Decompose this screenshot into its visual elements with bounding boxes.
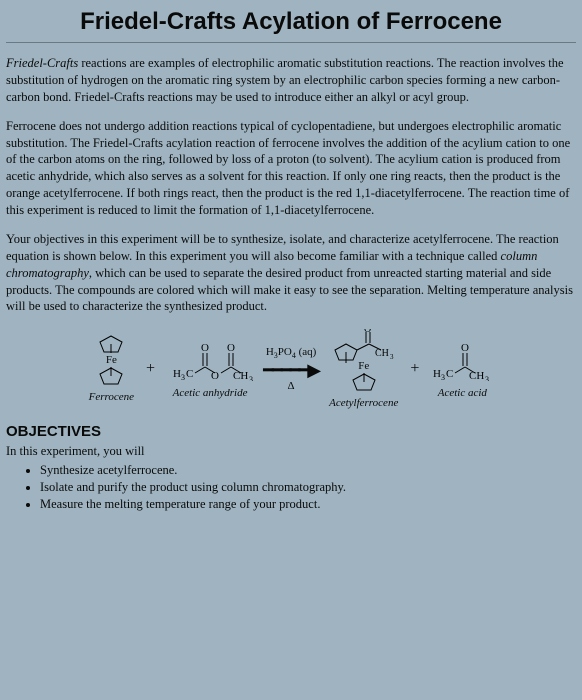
svg-text:3: 3	[441, 373, 445, 381]
svg-text:3: 3	[181, 373, 185, 381]
svg-text:CH: CH	[469, 370, 484, 381]
cp-ring-top	[98, 335, 124, 353]
objectives-intro: In this experiment, you will	[6, 444, 576, 459]
svg-text:O: O	[201, 342, 209, 354]
objective-2: Isolate and purify the product using col…	[40, 480, 576, 495]
plus-1: +	[146, 360, 155, 378]
svg-text:O: O	[227, 342, 235, 354]
svg-text:3: 3	[485, 375, 489, 381]
svg-text:O: O	[211, 370, 219, 381]
paragraph-3-a: Your objectives in this experiment will …	[6, 232, 559, 263]
reaction-scheme: Fe Ferrocene + H 3 C O	[6, 329, 576, 409]
fe-label-2: Fe	[358, 360, 369, 372]
plus-2: +	[410, 360, 419, 378]
objective-3: Measure the melting temperature range of…	[40, 497, 576, 512]
arrow-delta: Δ	[288, 380, 295, 392]
svg-text:CH: CH	[375, 348, 389, 359]
acetic-acid-structure: H 3 C O CH 3 Acetic acid	[431, 339, 493, 399]
svg-text:3: 3	[390, 353, 394, 361]
paragraph-1-body: reactions are examples of electrophilic …	[6, 56, 564, 104]
objective-1: Synthesize acetylferrocene.	[40, 463, 576, 478]
anhydride-label: Acetic anhydride	[173, 387, 248, 399]
acetic-anhydride-structure: H 3 C O O O CH 3 Ace	[167, 339, 253, 399]
fe-label: Fe	[106, 354, 117, 366]
ferrocene-structure: Fe Ferrocene	[89, 335, 134, 403]
page-title: Friedel-Crafts Acylation of Ferrocene	[6, 8, 576, 43]
cp-ring-acetyl: O CH 3	[333, 329, 395, 363]
svg-text:H: H	[433, 368, 441, 380]
svg-text:O: O	[364, 329, 371, 335]
svg-text:CH: CH	[233, 370, 248, 381]
paragraph-3: Your objectives in this experiment will …	[6, 231, 576, 315]
ferrocene-label: Ferrocene	[89, 391, 134, 403]
objectives-heading: OBJECTIVES	[6, 423, 576, 440]
svg-text:3: 3	[249, 375, 253, 381]
acetic-acid-label: Acetic acid	[438, 387, 487, 399]
cp-ring-bottom-2	[351, 373, 377, 391]
svg-text:O: O	[461, 342, 469, 354]
arrow-reagent: H3PO4 (aq)	[266, 346, 316, 360]
objectives-list: Synthesize acetylferrocene. Isolate and …	[40, 463, 576, 512]
svg-text:H: H	[173, 368, 181, 380]
paragraph-2: Ferrocene does not undergo addition reac…	[6, 118, 576, 219]
svg-text:C: C	[186, 368, 193, 380]
arrow-icon: ━━━━━▶	[263, 361, 319, 379]
paragraph-3-c: , which can be used to separate the desi…	[6, 266, 573, 314]
svg-text:C: C	[446, 368, 453, 380]
document-page: Friedel-Crafts Acylation of Ferrocene Fr…	[0, 8, 582, 512]
cp-ring-bottom	[98, 367, 124, 385]
friedel-crafts-term: Friedel-Crafts	[6, 56, 78, 70]
acetylferrocene-label: Acetylferrocene	[329, 397, 398, 409]
paragraph-1: Friedel-Crafts reactions are examples of…	[6, 55, 576, 106]
reaction-arrow: H3PO4 (aq) ━━━━━▶ Δ	[263, 346, 319, 392]
acetylferrocene-structure: O CH 3 Fe Acetylferrocene	[329, 329, 398, 409]
